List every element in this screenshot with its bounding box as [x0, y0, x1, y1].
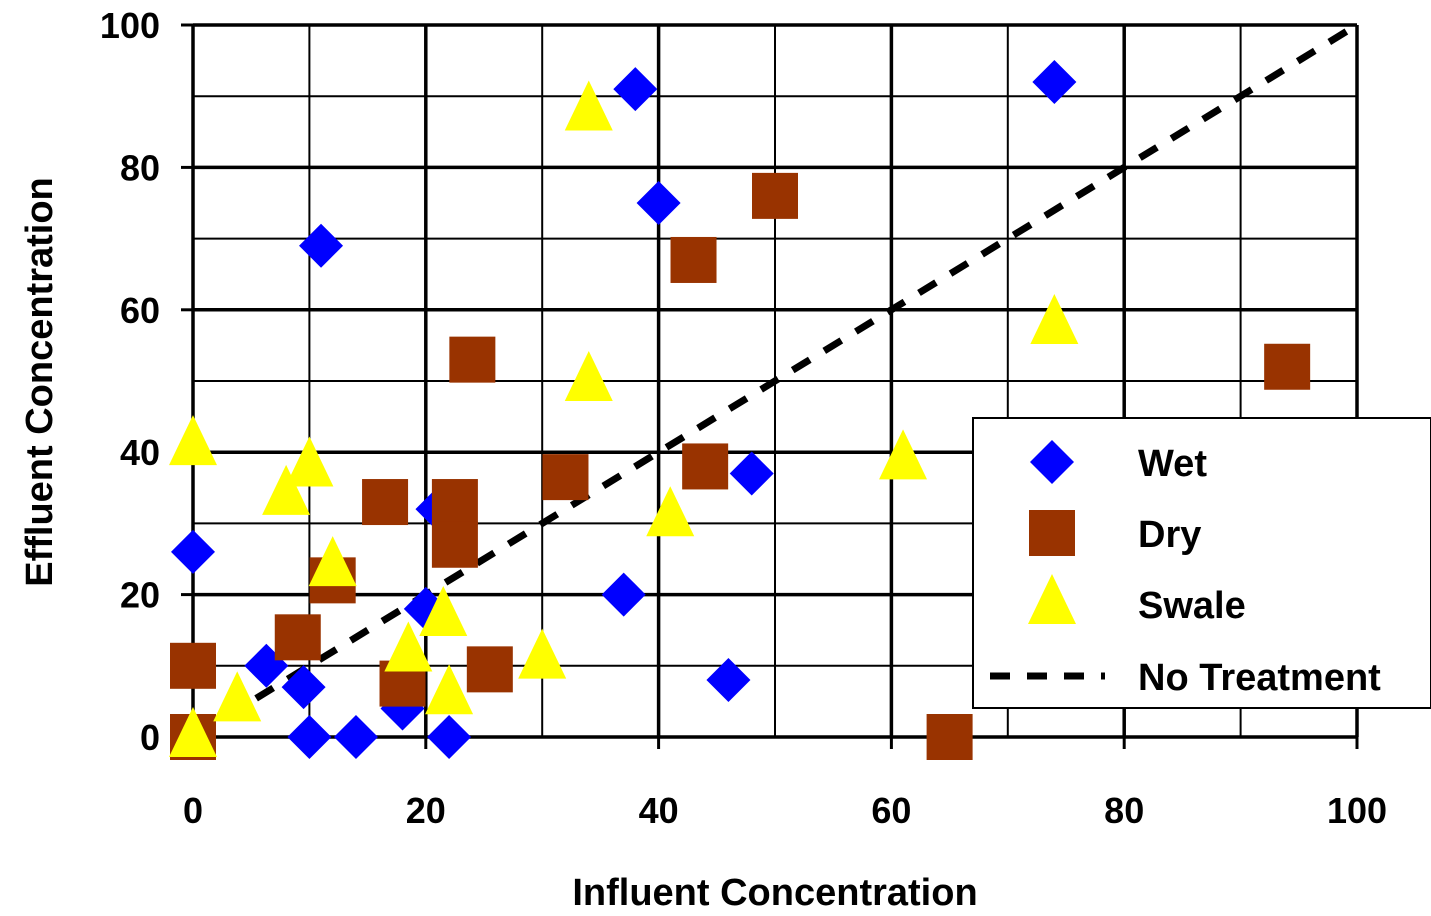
x-tick-label: 60: [871, 790, 911, 831]
wet-point: [287, 715, 332, 759]
dry-point: [362, 479, 409, 526]
swale-point: [384, 621, 433, 672]
series-layer: [169, 22, 1359, 760]
y-tick-label: 80: [120, 147, 160, 188]
series-wet: [171, 59, 1077, 759]
legend-item-swale: Swale: [1028, 574, 1246, 627]
wet-point: [601, 572, 646, 617]
swale-point: [213, 671, 262, 722]
swale-point: [646, 486, 695, 537]
legend-label: Wet: [1138, 443, 1207, 485]
wet-point: [636, 181, 681, 225]
swale-point: [169, 415, 217, 466]
dry-point: [466, 646, 513, 693]
swale-point: [262, 464, 311, 515]
y-tick-labels: 0 20 40 60 80 100: [100, 5, 160, 758]
legend: Wet Dry Swale No Treatment: [972, 417, 1431, 709]
dry-point: [1264, 343, 1311, 390]
series-no-treatment: [191, 22, 1359, 740]
dry-point: [431, 479, 478, 526]
legend-label: Swale: [1138, 585, 1246, 627]
dry-point: [170, 642, 216, 689]
y-tick-label: 100: [100, 5, 160, 46]
dry-point: [670, 236, 717, 283]
wet-point: [333, 715, 378, 759]
y-tick-label: 40: [120, 432, 160, 473]
wet-point: [706, 658, 751, 703]
x-tick-label: 0: [183, 790, 203, 831]
wet-point: [281, 665, 326, 710]
swale-point: [879, 429, 928, 480]
legend-item-dry: Dry: [1029, 510, 1201, 556]
swale-point: [169, 707, 217, 757]
legend-triangle-swatch: [1028, 574, 1076, 624]
swale-point: [518, 628, 567, 679]
wet-point: [729, 451, 774, 496]
legend-items: Wet Dry Swale No Treatment: [990, 440, 1381, 699]
y-tick-label: 20: [120, 575, 160, 616]
wet-point: [171, 529, 215, 574]
x-tick-label: 40: [639, 790, 679, 831]
y-axis-title: Effluent Concentration: [19, 177, 61, 587]
legend-label: No Treatment: [1138, 657, 1381, 699]
x-tick-label: 100: [1327, 790, 1387, 831]
swale-point: [425, 664, 474, 715]
x-axis-title: Influent Concentration: [572, 872, 977, 914]
y-tick-label: 0: [140, 717, 160, 758]
swale-point: [419, 585, 468, 636]
wet-point: [427, 715, 472, 759]
dry-point: [926, 714, 973, 760]
dry-point: [752, 172, 798, 219]
dry-point: [431, 521, 478, 568]
legend-item-no-treatment: No Treatment: [990, 657, 1381, 699]
legend-item-wet: Wet: [1030, 440, 1207, 485]
x-tick-label: 80: [1104, 790, 1144, 831]
swale-point: [1030, 294, 1079, 345]
dry-point: [542, 454, 589, 501]
wet-point: [1032, 59, 1077, 104]
legend-square-swatch: [1029, 510, 1075, 556]
y-tick-label: 60: [120, 290, 160, 331]
dry-point: [449, 336, 496, 383]
legend-diamond-swatch: [1030, 440, 1074, 484]
dry-point: [682, 443, 729, 490]
x-tick-labels: 0 20 40 60 80 100: [183, 790, 1387, 831]
dry-point: [274, 614, 321, 661]
no-treatment-line: [191, 22, 1359, 740]
swale-point: [564, 351, 613, 401]
swale-point: [285, 436, 334, 487]
series-swale: [169, 80, 1079, 757]
x-tick-label: 20: [406, 790, 446, 831]
swale-point: [308, 536, 357, 587]
swale-point: [564, 80, 613, 131]
wet-point: [613, 67, 658, 112]
wet-point: [299, 223, 344, 268]
legend-label: Dry: [1138, 514, 1201, 556]
